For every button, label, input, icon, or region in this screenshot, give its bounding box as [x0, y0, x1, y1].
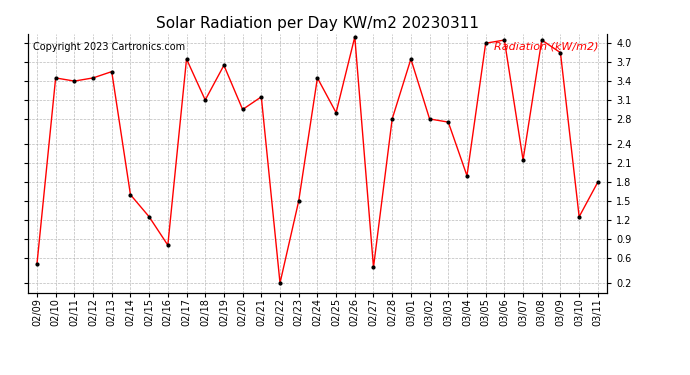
Text: Copyright 2023 Cartronics.com: Copyright 2023 Cartronics.com [33, 42, 186, 51]
Title: Solar Radiation per Day KW/m2 20230311: Solar Radiation per Day KW/m2 20230311 [156, 16, 479, 31]
Text: Radiation (kW/m2): Radiation (kW/m2) [494, 42, 598, 51]
